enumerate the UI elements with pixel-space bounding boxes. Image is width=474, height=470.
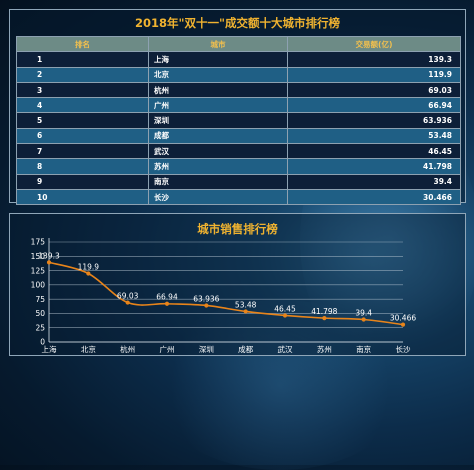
amount-cell: 46.45	[287, 143, 461, 160]
ranking-table: 排名 城市 交易额(亿) 1 上海 139.3 2 北京 119.9 3 杭州 …	[16, 35, 461, 206]
data-label: 119.9	[78, 262, 100, 271]
table-row: 4 广州 66.94	[16, 97, 461, 114]
x-tick-label: 成都	[238, 344, 253, 354]
data-label: 46.45	[274, 304, 296, 313]
rank-cell: 6	[16, 127, 149, 145]
data-label: 53.48	[235, 300, 257, 309]
data-label: 69.03	[117, 292, 139, 301]
city-cell: 深圳	[148, 112, 288, 129]
y-tick-label: 125	[31, 266, 46, 275]
y-tick-label: 50	[35, 309, 45, 318]
city-cell: 南京	[148, 173, 288, 190]
rank-cell: 4	[16, 97, 149, 114]
amount-cell: 41.798	[287, 158, 461, 175]
city-cell: 成都	[148, 127, 288, 145]
rank-cell: 5	[16, 112, 149, 129]
data-point	[282, 313, 288, 318]
table-row: 7 武汉 46.45	[16, 143, 461, 160]
header-amount: 交易额(亿)	[287, 35, 461, 53]
amount-cell: 30.466	[287, 188, 461, 206]
header-city: 城市	[148, 35, 288, 53]
header-rank: 排名	[16, 35, 149, 53]
data-point	[243, 309, 248, 314]
y-tick-label: 100	[31, 281, 46, 290]
table-row: 9 南京 39.4	[16, 173, 461, 190]
x-tick-label: 南京	[356, 344, 371, 354]
ranking-table-panel: 2018年"双十一"成交额十大城市排行榜 排名 城市 交易额(亿) 1 上海 1…	[9, 9, 466, 206]
amount-cell: 66.94	[287, 97, 461, 114]
x-tick-label: 长沙	[396, 344, 411, 354]
table-title: 2018年"双十一"成交额十大城市排行榜	[135, 16, 340, 30]
data-label: 63.936	[193, 294, 219, 303]
data-label: 41.798	[311, 307, 337, 316]
data-point	[322, 316, 327, 321]
data-point	[164, 301, 170, 306]
rank-cell: 3	[16, 81, 149, 99]
rank-cell: 7	[16, 143, 149, 160]
data-point	[86, 271, 91, 276]
y-tick-label: 25	[35, 323, 45, 332]
amount-cell: 119.9	[287, 66, 461, 83]
amount-cell: 63.936	[287, 112, 461, 129]
city-cell: 苏州	[148, 158, 288, 175]
rank-cell: 9	[16, 173, 149, 190]
data-label: 30.466	[390, 314, 416, 323]
y-tick-label: 150	[31, 252, 46, 261]
line-chart-panel: 城市销售排行榜 0 25 50 75 100 125 150 175 上海 北京 杭州 广州 深圳 成都 武…	[9, 213, 466, 356]
data-label: 66.94	[156, 293, 178, 302]
data-point	[400, 322, 406, 327]
city-cell: 广州	[148, 97, 288, 114]
amount-cell: 139.3	[287, 51, 461, 68]
line-chart: 0 25 50 75 100 125 150 175 上海 北京 杭州 广州 深圳 成都 武汉 苏州 南京 长沙 1…	[31, 238, 417, 354]
rank-cell: 8	[16, 158, 149, 175]
chart-title: 城市销售排行榜	[197, 222, 278, 236]
data-point	[204, 303, 209, 308]
series-line	[48, 261, 404, 326]
table-row: 6 成都 53.48	[16, 127, 461, 145]
data-label: 139.3	[38, 251, 60, 260]
table-row: 5 深圳 63.936	[16, 112, 461, 129]
y-tick-label: 175	[31, 238, 46, 247]
table-row: 3 杭州 69.03	[16, 81, 461, 99]
data-label: 39.4	[355, 308, 372, 317]
amount-cell: 39.4	[287, 173, 461, 190]
table-row: 1 上海 139.3	[16, 51, 461, 68]
table-header-row: 排名 城市 交易额(亿)	[16, 35, 461, 53]
table-row: 8 苏州 41.798	[16, 158, 461, 175]
data-point	[46, 260, 52, 265]
x-tick-label: 上海	[42, 344, 57, 354]
rank-cell: 2	[16, 66, 149, 83]
city-cell: 长沙	[148, 188, 288, 206]
amount-cell: 69.03	[287, 81, 461, 99]
y-tick-label: 75	[35, 295, 45, 304]
data-point	[125, 300, 130, 305]
data-point	[361, 317, 366, 322]
x-tick-label: 北京	[81, 344, 96, 354]
x-tick-label: 广州	[160, 344, 175, 354]
x-tick-label: 杭州	[120, 344, 135, 354]
x-tick-label: 苏州	[317, 344, 332, 354]
city-cell: 杭州	[148, 81, 288, 99]
city-cell: 北京	[148, 66, 288, 83]
table-row: 10 长沙 30.466	[16, 188, 461, 206]
city-cell: 上海	[148, 51, 288, 68]
rank-cell: 1	[16, 51, 149, 68]
table-row: 2 北京 119.9	[16, 66, 461, 83]
y-tick-label: 0	[40, 338, 45, 347]
amount-cell: 53.48	[287, 127, 461, 145]
city-cell: 武汉	[148, 143, 288, 160]
x-tick-label: 深圳	[199, 344, 214, 354]
x-tick-label: 武汉	[278, 344, 293, 354]
rank-cell: 10	[16, 188, 149, 206]
